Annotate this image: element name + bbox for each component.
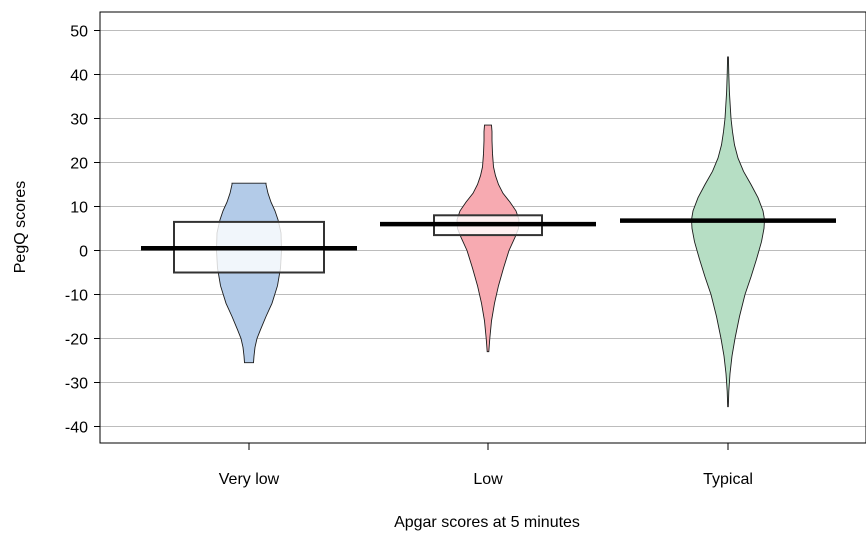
plot-frame	[99, 11, 866, 444]
y-tick-label: -10	[65, 288, 88, 305]
violin-typical	[691, 56, 765, 408]
violin-low	[456, 124, 520, 353]
axes: -40 -30 -20 -10 0 10 20 30 40 50 Very low Low Typica…	[65, 24, 753, 489]
x-tick-label: Low	[473, 471, 503, 488]
y-tick-label: 10	[70, 200, 88, 217]
y-tick-label: -40	[65, 420, 88, 437]
y-tick-label: 40	[70, 68, 88, 85]
y-tick-label: 30	[70, 112, 88, 129]
x-tick-label: Very low	[219, 471, 280, 488]
y-tick-label: 0	[79, 244, 88, 261]
y-tick-label: 20	[70, 156, 88, 173]
violins	[141, 56, 836, 408]
y-tick-label: -30	[65, 376, 88, 393]
y-axis-title: PegQ scores	[12, 181, 29, 273]
y-tick-label: -20	[65, 332, 88, 349]
y-tick-label: 50	[70, 24, 88, 41]
x-tick-label: Typical	[703, 471, 753, 488]
x-axis-title: Apgar scores at 5 minutes	[394, 514, 580, 531]
